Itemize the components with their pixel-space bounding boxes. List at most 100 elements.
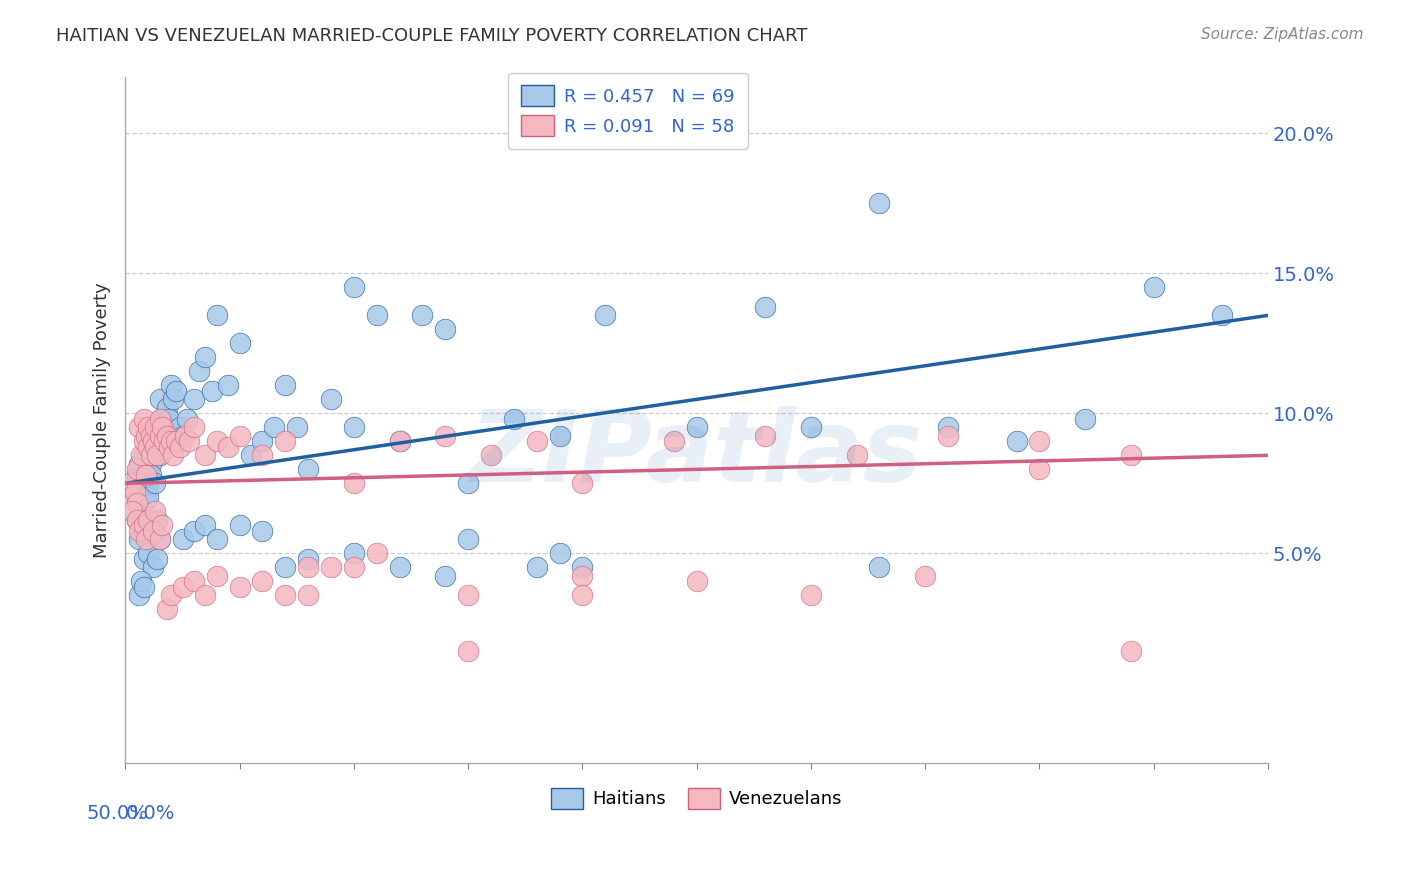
Point [434,429,457,443]
Point [131,574,153,589]
Point [128,420,150,434]
Point [205,533,228,547]
Point [457,476,479,491]
Point [1005,434,1028,449]
Point [1028,462,1050,476]
Point [131,518,153,533]
Point [153,434,176,449]
Point [800,588,823,602]
Point [343,420,366,434]
Point [571,476,593,491]
Point [479,448,502,462]
Text: 0.0%: 0.0% [125,805,174,823]
Point [593,309,616,323]
Point [411,309,433,323]
Point [571,568,593,582]
Point [936,429,959,443]
Point [128,491,150,505]
Point [121,476,143,491]
Point [754,300,776,314]
Point [139,518,162,533]
Point [434,322,457,336]
Point [136,491,159,505]
Point [187,364,209,378]
Point [125,496,148,510]
Point [172,580,194,594]
Point [343,476,366,491]
Point [388,434,411,449]
Point [160,588,183,602]
Point [157,440,180,454]
Point [201,384,224,398]
Point [165,434,187,449]
Point [1211,309,1233,323]
Point [143,420,166,434]
Point [142,524,165,538]
Point [135,484,157,499]
Point [252,524,274,538]
Point [143,440,166,454]
Point [157,412,180,426]
Point [146,448,169,462]
Point [143,504,166,518]
Point [132,412,155,426]
Point [205,434,228,449]
Point [319,392,342,407]
Point [285,420,308,434]
Point [685,574,707,589]
Point [754,429,776,443]
Point [136,513,159,527]
Point [149,429,172,443]
Point [319,560,342,574]
Text: HAITIAN VS VENEZUELAN MARRIED-COUPLE FAMILY POVERTY CORRELATION CHART: HAITIAN VS VENEZUELAN MARRIED-COUPLE FAM… [56,27,807,45]
Point [142,524,165,538]
Point [194,518,217,533]
Point [388,434,411,449]
Point [228,429,250,443]
Point [228,518,250,533]
Point [274,588,297,602]
Point [571,560,593,574]
Point [297,588,319,602]
Point [162,392,184,407]
Point [274,378,297,392]
Point [1028,434,1050,449]
Point [169,420,191,434]
Point [149,412,172,426]
Point [252,434,274,449]
Point [135,429,157,443]
Point [136,546,159,560]
Text: 50.0%: 50.0% [86,805,148,823]
Point [132,524,155,538]
Point [142,448,165,462]
Point [548,546,571,560]
Point [526,560,548,574]
Point [135,493,157,508]
Point [457,644,479,658]
Point [217,378,239,392]
Point [149,392,172,407]
Point [194,351,217,365]
Point [183,524,205,538]
Point [173,429,195,443]
Point [800,420,823,434]
Point [914,568,936,582]
Legend: Haitians, Venezuelans: Haitians, Venezuelans [544,780,849,816]
Point [128,588,150,602]
Point [217,440,239,454]
Point [125,513,148,527]
Point [1143,280,1166,294]
Point [252,574,274,589]
Point [142,560,165,574]
Point [205,568,228,582]
Point [1119,644,1142,658]
Point [146,552,169,566]
Point [228,580,250,594]
Point [128,457,150,471]
Point [139,457,162,471]
Point [128,524,150,538]
Point [183,420,205,434]
Point [297,560,319,574]
Point [125,513,148,527]
Point [149,533,172,547]
